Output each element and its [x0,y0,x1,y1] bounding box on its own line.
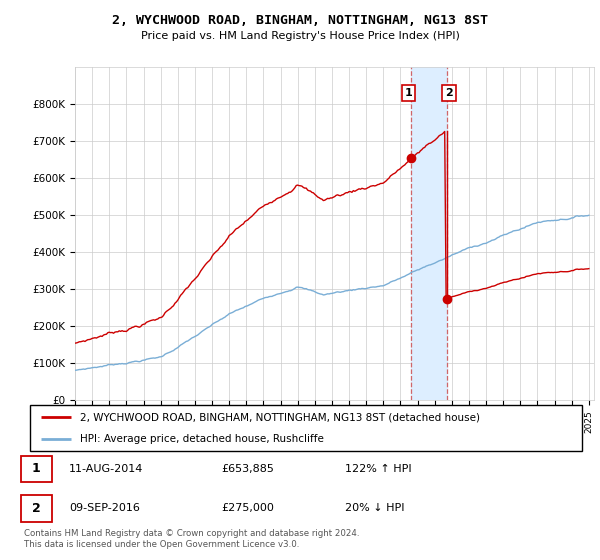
Text: 2: 2 [32,502,41,515]
Text: 11-AUG-2014: 11-AUG-2014 [69,464,143,474]
Text: £275,000: £275,000 [221,503,274,513]
Text: Price paid vs. HM Land Registry's House Price Index (HPI): Price paid vs. HM Land Registry's House … [140,31,460,41]
Bar [411,67,446,400]
Bar [21,495,52,521]
Text: 2, WYCHWOOD ROAD, BINGHAM, NOTTINGHAM, NG13 8ST (detached house): 2, WYCHWOOD ROAD, BINGHAM, NOTTINGHAM, N… [80,412,479,422]
Text: 1: 1 [32,463,41,475]
Text: 09-SEP-2016: 09-SEP-2016 [69,503,140,513]
Text: 2, WYCHWOOD ROAD, BINGHAM, NOTTINGHAM, NG13 8ST: 2, WYCHWOOD ROAD, BINGHAM, NOTTINGHAM, N… [112,14,488,27]
Text: £653,885: £653,885 [221,464,274,474]
Text: 20% ↓ HPI: 20% ↓ HPI [345,503,404,513]
Text: 1: 1 [404,88,412,98]
Text: 2: 2 [445,88,453,98]
Text: 122% ↑ HPI: 122% ↑ HPI [345,464,412,474]
Text: HPI: Average price, detached house, Rushcliffe: HPI: Average price, detached house, Rush… [80,435,323,444]
Text: Contains HM Land Registry data © Crown copyright and database right 2024.
This d: Contains HM Land Registry data © Crown c… [24,529,359,549]
Bar [21,456,52,482]
